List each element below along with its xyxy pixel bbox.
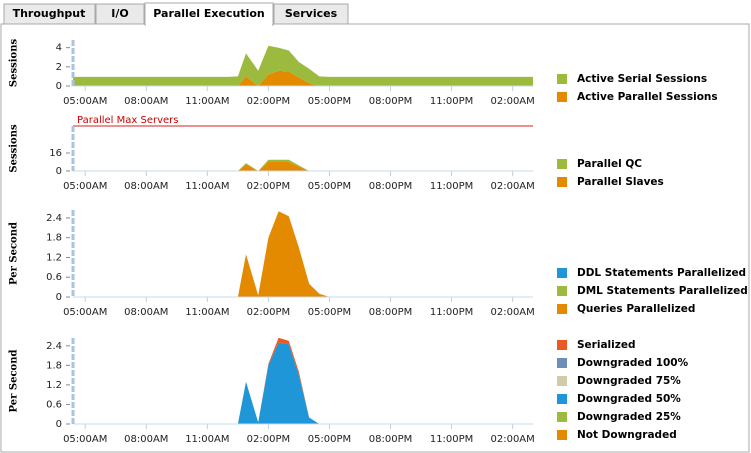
x-tick-label: 02:00PM: [247, 181, 290, 192]
y-tick-label: 2.4: [46, 213, 62, 224]
x-tick-label: 08:00AM: [124, 181, 168, 192]
legend-swatch: [557, 430, 567, 440]
legend-label: DML Statements Parallelized: [577, 285, 748, 297]
x-tick-label: 05:00AM: [63, 307, 107, 318]
legend-swatch: [557, 304, 567, 314]
y-tick-label: 0.6: [46, 399, 62, 410]
area-series: [73, 211, 533, 297]
legend-swatch: [557, 74, 567, 84]
x-tick-label: 11:00PM: [430, 434, 473, 445]
tab-label[interactable]: Parallel Execution: [153, 7, 264, 20]
y-tick-label: 2: [56, 62, 62, 73]
x-tick-label: 08:00AM: [124, 434, 168, 445]
tab-bar: Throughput I/O Parallel Execution Servic…: [3, 2, 349, 26]
legend-swatch: [557, 268, 567, 278]
y-tick-label: 2.4: [46, 341, 62, 352]
x-tick-label: 08:00AM: [124, 96, 168, 107]
legend-label: Not Downgraded: [577, 429, 677, 441]
x-tick-label: 11:00PM: [430, 307, 473, 318]
x-tick-label: 11:00AM: [185, 181, 229, 192]
panel-frame: [0, 23, 750, 453]
legend-label: Downgraded 50%: [577, 393, 681, 405]
area-series: [73, 45, 533, 86]
legend-swatch: [557, 92, 567, 102]
x-tick-label: 02:00AM: [490, 96, 534, 107]
chart: Per Second 0 0.6 1.2 1.8 2.4 05:00AM 08:00AM 11:…: [9, 337, 689, 445]
legend-label: DDL Statements Parallelized: [577, 267, 746, 279]
x-tick-label: 11:00AM: [185, 96, 229, 107]
x-tick-label: 08:00PM: [369, 96, 412, 107]
x-tick-label: 11:00AM: [185, 307, 229, 318]
x-tick-label: 05:00AM: [63, 434, 107, 445]
y-axis-label: Sessions: [9, 124, 20, 173]
area-series: [73, 70, 533, 86]
x-tick-label: 02:00PM: [247, 307, 290, 318]
tab[interactable]: [3, 3, 96, 25]
area-series: [73, 342, 533, 424]
chart: Sessions 0 16 05:00AM 08:00AM 11:00AM 02:00PM 0…: [9, 115, 664, 192]
legend-label: Serialized: [577, 339, 636, 351]
x-tick-label: 05:00PM: [308, 181, 351, 192]
y-tick-label: 0: [56, 292, 62, 303]
y-tick-label: 4: [56, 43, 62, 54]
legend-swatch: [557, 376, 567, 386]
legend-label: Parallel Slaves: [577, 176, 664, 188]
legend-swatch: [557, 177, 567, 187]
y-axis-label: Per Second: [9, 222, 20, 285]
y-tick-label: 1.2: [46, 380, 62, 391]
legend-label: Downgraded 75%: [577, 375, 681, 387]
legend-swatch: [557, 159, 567, 169]
y-axis-label: Sessions: [9, 39, 20, 88]
y-axis-label: Per Second: [9, 350, 20, 413]
y-tick-label: 1.8: [46, 360, 62, 371]
x-tick-label: 05:00PM: [308, 96, 351, 107]
x-tick-label: 08:00PM: [369, 434, 412, 445]
tab[interactable]: [95, 3, 145, 25]
x-tick-label: 08:00AM: [124, 307, 168, 318]
x-tick-label: 02:00PM: [247, 96, 290, 107]
legend-swatch: [557, 286, 567, 296]
legend-label: Active Serial Sessions: [577, 73, 707, 85]
legend-label: Parallel QC: [577, 158, 642, 170]
tab[interactable]: [273, 3, 349, 25]
x-tick-label: 02:00AM: [490, 181, 534, 192]
x-tick-label: 05:00PM: [308, 434, 351, 445]
x-tick-label: 02:00AM: [490, 307, 534, 318]
tab-active-join: [146, 23, 272, 26]
legend-label: Downgraded 25%: [577, 411, 681, 423]
x-tick-label: 11:00AM: [185, 434, 229, 445]
y-tick-label: 1.8: [46, 233, 62, 244]
x-tick-label: 11:00PM: [430, 96, 473, 107]
chart: Per Second 0 0.6 1.2 1.8 2.4 05:00AM 08:00AM 11:…: [9, 210, 748, 318]
x-tick-label: 05:00AM: [63, 181, 107, 192]
y-tick-label: 1.2: [46, 252, 62, 263]
x-tick-label: 02:00PM: [247, 434, 290, 445]
x-tick-label: 02:00AM: [490, 434, 534, 445]
chart: Sessions 0 2 4 05:00AM 08:00AM 11:00AM 02:00PM 0…: [9, 39, 718, 107]
legend-swatch: [557, 358, 567, 368]
area-series: [73, 162, 533, 171]
legend-swatch: [557, 412, 567, 422]
y-tick-label: 0: [56, 81, 62, 92]
x-tick-label: 05:00AM: [63, 96, 107, 107]
y-tick-label: 0.6: [46, 272, 62, 283]
x-tick-label: 08:00PM: [369, 307, 412, 318]
legend-swatch: [557, 394, 567, 404]
x-tick-label: 08:00PM: [369, 181, 412, 192]
y-tick-label: 0: [56, 419, 62, 430]
tab-label[interactable]: I/O: [111, 7, 128, 20]
tab-label[interactable]: Throughput: [13, 7, 86, 20]
legend-label: Active Parallel Sessions: [577, 91, 718, 103]
y-tick-label: 0: [56, 166, 62, 177]
max-line-label: Parallel Max Servers: [77, 115, 178, 126]
y-tick-label: 16: [49, 148, 62, 159]
x-tick-label: 11:00PM: [430, 181, 473, 192]
tab-label[interactable]: Services: [285, 7, 338, 20]
x-tick-label: 05:00PM: [308, 307, 351, 318]
legend-label: Queries Parallelized: [577, 303, 695, 315]
legend-swatch: [557, 340, 567, 350]
legend-label: Downgraded 100%: [577, 357, 689, 369]
